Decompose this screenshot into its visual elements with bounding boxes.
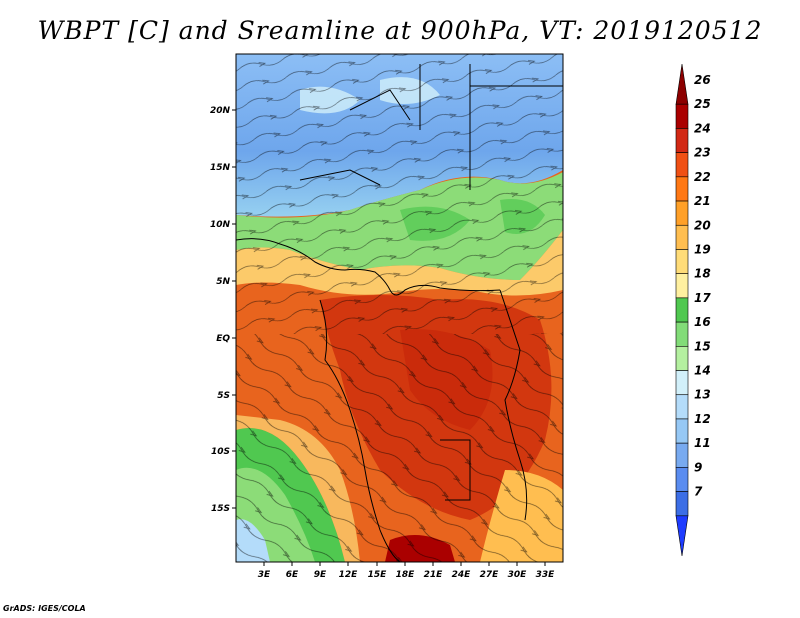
colorbar-label: 20 [694,218,711,232]
colorbar-swatch [675,128,689,153]
y-tick-label: 15N [210,163,231,173]
colorbar-label: 22 [694,170,711,184]
y-tick-label: 10N [210,220,231,230]
y-tick-label: EQ [216,334,230,344]
colorbar-swatch [675,321,689,347]
wbpt-field [236,54,563,562]
colorbar-swatch [675,467,689,492]
colorbar-swatch [675,346,689,371]
y-tick-label: 10S [211,447,230,457]
colorbar-swatch [675,103,689,129]
colorbar-label: 18 [694,267,711,281]
plot-frame [235,53,564,563]
x-tick-label: 27E [480,570,500,580]
y-tick-label: 20N [210,106,231,116]
colorbar-swatch [675,176,689,202]
colorbar-swatch [675,442,689,468]
colorbar-swatch [675,224,689,250]
colorbar-label: 11 [694,436,711,450]
colorbar-swatch [675,200,689,226]
colorbar-label: 26 [694,73,711,87]
colorbar-label: 15 [694,339,711,353]
map-title: WBPT [C] and Sreamline at 900hPa, VT: 20… [37,16,763,45]
colorbar-label: 17 [694,291,711,305]
x-tick-label: 33E [536,570,556,580]
colorbar-label: 24 [694,121,711,135]
colorbar-swatch [675,394,689,420]
x-tick-label: 12E [339,570,359,580]
colorbar-label: 12 [694,412,711,426]
y-axis [232,109,236,509]
colorbar-label: 25 [694,97,711,111]
colorbar-label: 14 [694,364,711,378]
colorbar-label: 7 [694,485,703,499]
colorbar-swatch [675,515,689,557]
x-tick-label: 24E [452,570,472,580]
colorbar-swatch [675,297,689,323]
colorbar-label: 19 [694,242,711,256]
colorbar-swatch [675,152,689,178]
colorbar-swatch [675,370,689,396]
colorbar-label: 9 [694,460,702,474]
x-tick-label: 15E [368,570,388,580]
colorbar-swatch [675,63,689,105]
colorbar-label: 23 [694,146,711,160]
colorbar-label: 21 [694,194,711,208]
x-tick-label: 30E [508,570,528,580]
x-axis [263,562,546,566]
colorbar-label: 16 [694,315,711,329]
colorbar-swatch [675,491,689,517]
x-tick-label: 18E [396,570,416,580]
colorbar-swatch [675,418,689,444]
colorbar-label: 13 [694,388,711,402]
x-tick-label: 9E [314,570,327,580]
x-tick-label: 3E [258,570,271,580]
y-tick-label: 15S [211,504,230,514]
x-tick-label: 6E [286,570,299,580]
y-tick-label: 5N [216,277,230,287]
y-tick-labels: 20N 15N 10N 5N EQ 5S 10S 15S [210,106,231,514]
colorbar-swatch [675,249,689,274]
x-tick-labels: 3E 6E 9E 12E 15E 18E 21E 24E 27E 30E 33E [258,570,555,580]
colorbar: 26 25 24 23 22 21 20 19 18 17 16 15 14 13 12 11 9 7 [675,63,711,557]
colorbar-swatch [675,273,689,299]
credit-text: GrADS: IGES/COLA [3,604,86,613]
country-borders [236,64,563,562]
x-tick-label: 21E [424,570,444,580]
y-tick-label: 5S [217,391,230,401]
